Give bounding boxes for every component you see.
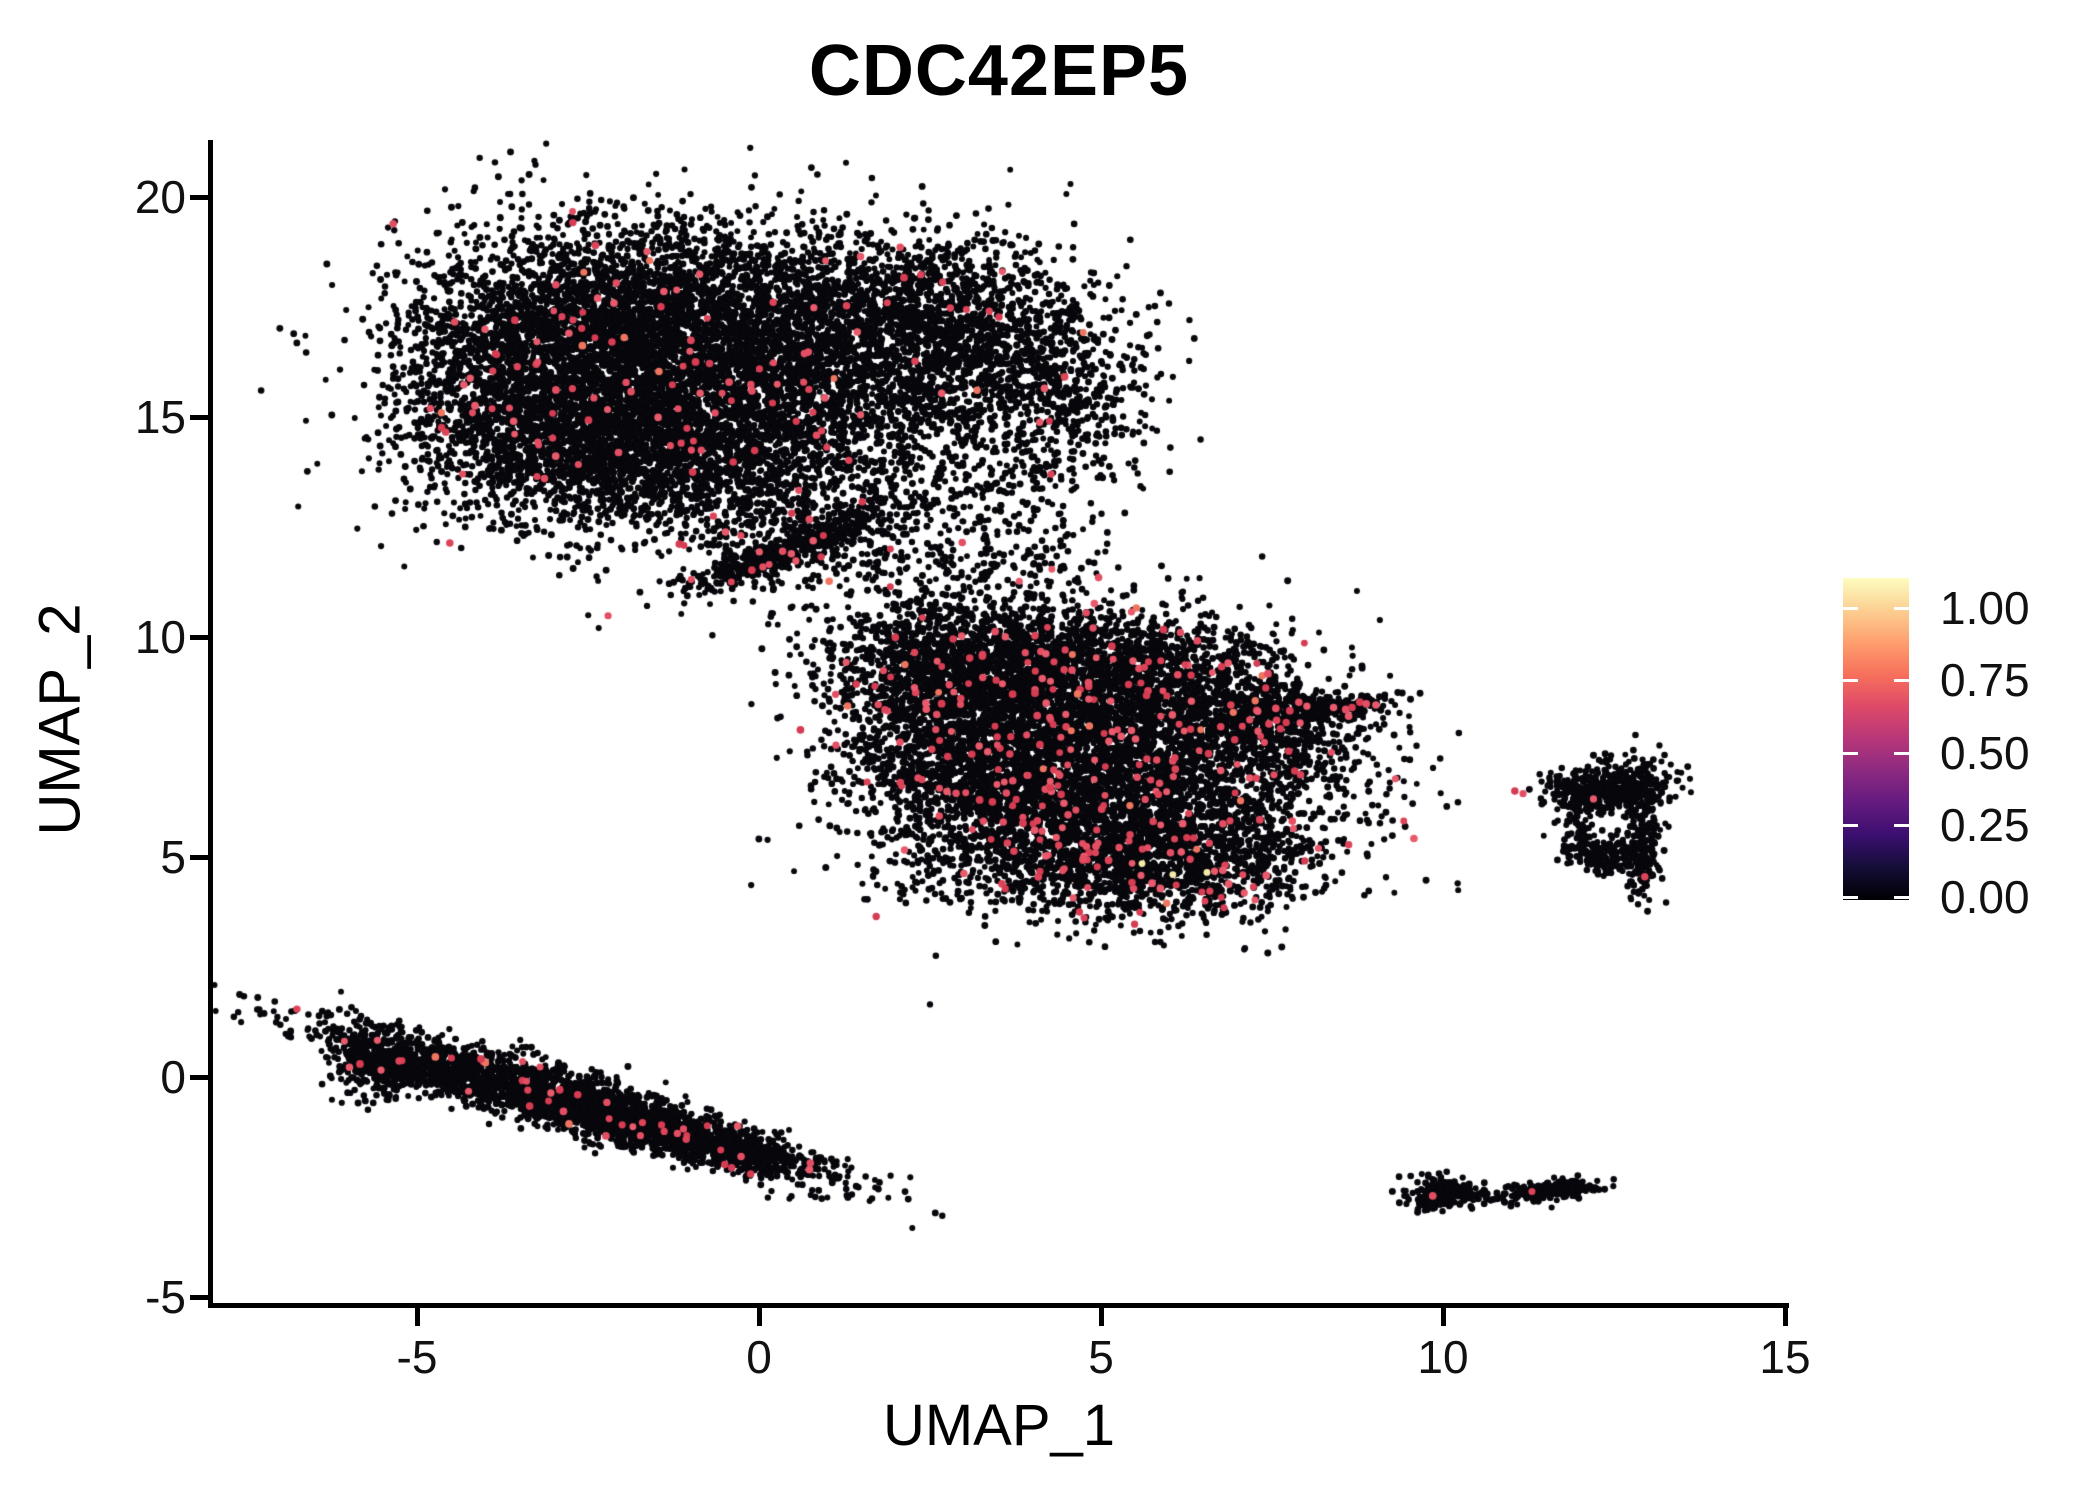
- colorbar-tick-mark: [1894, 896, 1909, 899]
- y-tick-mark: [190, 635, 208, 640]
- colorbar-tick-label: 0.50: [1940, 726, 2030, 779]
- colorbar-tick-label: 0.75: [1940, 654, 2030, 707]
- colorbar-tick-mark: [1894, 751, 1909, 755]
- colorbar-tick-mark: [1843, 896, 1858, 899]
- y-tick-mark: [190, 1075, 208, 1080]
- y-tick-label: 20: [134, 171, 186, 223]
- y-axis-line: [208, 140, 213, 1308]
- x-tick-label: 10: [1417, 1331, 1469, 1383]
- colorbar-tick-mark: [1843, 607, 1858, 610]
- x-axis-line: [208, 1303, 1789, 1308]
- x-axis-label: UMAP_1: [882, 1393, 1116, 1458]
- y-tick-label: -5: [145, 1271, 186, 1323]
- colorbar-tick-mark: [1894, 823, 1909, 827]
- y-tick-label: 15: [134, 391, 186, 443]
- x-tick-label: 0: [746, 1331, 772, 1383]
- x-tick-mark: [1099, 1308, 1104, 1326]
- y-tick-label: 0: [160, 1051, 186, 1103]
- y-tick-mark: [190, 1295, 208, 1300]
- colorbar-tick-mark: [1843, 751, 1858, 755]
- x-tick-mark: [1783, 1308, 1788, 1326]
- x-tick-mark: [415, 1308, 420, 1326]
- colorbar-tick-label: 1.00: [1940, 582, 2030, 634]
- y-tick-mark: [190, 855, 208, 860]
- x-tick-mark: [757, 1308, 762, 1326]
- y-tick-mark: [190, 195, 208, 200]
- colorbar-tick-mark: [1894, 679, 1909, 683]
- y-axis-label: UMAP_2: [27, 603, 93, 836]
- x-tick-label: 5: [1088, 1331, 1114, 1383]
- y-tick-mark: [190, 415, 208, 420]
- colorbar-tick-label: 0.25: [1940, 798, 2030, 851]
- colorbar-tick-mark: [1843, 823, 1858, 827]
- colorbar-tick-label: 0.00: [1940, 871, 2030, 923]
- colorbar-tick-mark: [1894, 607, 1909, 610]
- colorbar-tick-mark: [1843, 679, 1858, 683]
- x-tick-label: -5: [396, 1331, 438, 1383]
- y-tick-label: 10: [134, 611, 186, 663]
- y-tick-label: 5: [160, 831, 186, 883]
- x-tick-mark: [1441, 1308, 1446, 1326]
- x-tick-label: 15: [1759, 1331, 1811, 1383]
- colorbar-gradient: [1843, 578, 1909, 900]
